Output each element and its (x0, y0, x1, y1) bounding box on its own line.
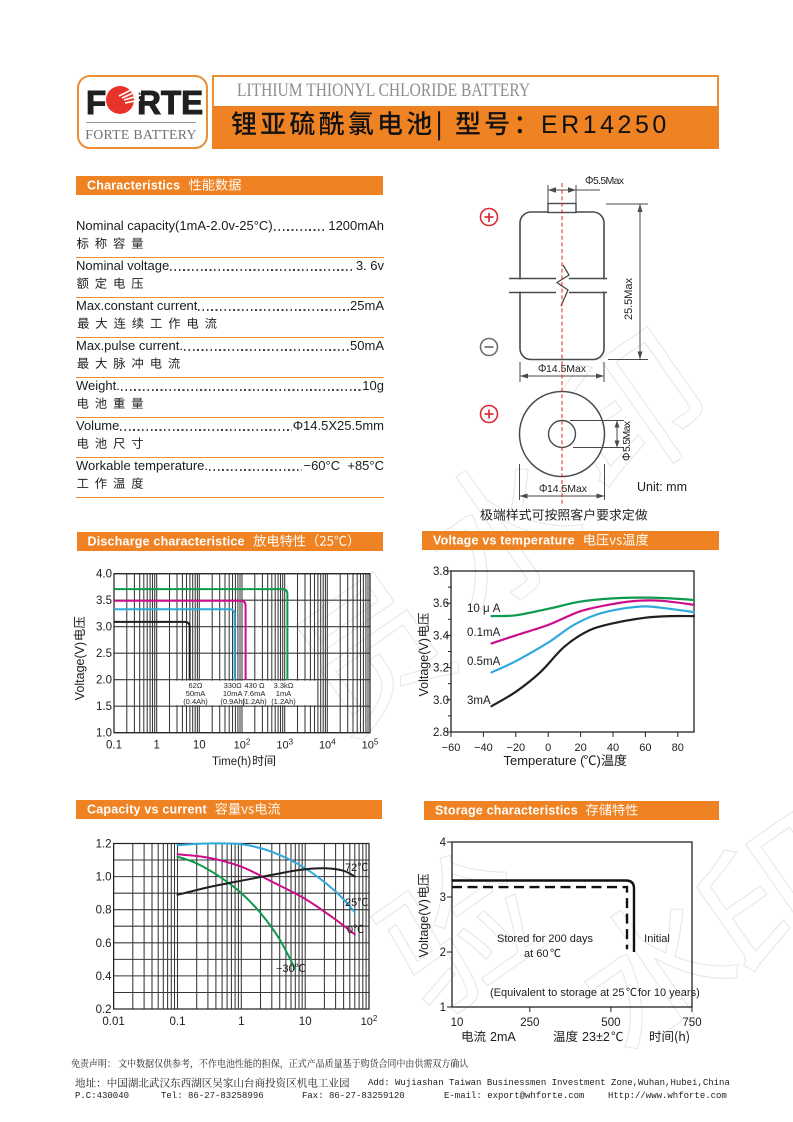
svg-text:40: 40 (607, 742, 619, 754)
svg-text:104: 104 (319, 738, 336, 752)
svg-text:at 60: at 60 (524, 948, 548, 960)
svg-text:10 μ A: 10 μ A (467, 603, 501, 615)
svg-text:−20: −20 (506, 742, 525, 754)
svg-text:2.0: 2.0 (96, 675, 112, 687)
svg-text:for 10 years): for 10 years) (638, 987, 700, 999)
svg-text:20: 20 (574, 742, 586, 754)
svg-text:14.5Max: 14.5Max (546, 363, 587, 375)
svg-text:10: 10 (299, 1016, 312, 1028)
svg-text:2.5: 2.5 (96, 648, 112, 660)
svg-text:3.0: 3.0 (96, 622, 112, 634)
svg-text:2.8: 2.8 (433, 727, 449, 739)
svg-text:7.6mA: 7.6mA (244, 689, 266, 698)
svg-text:): ) (597, 753, 601, 768)
svg-text:±2: ±2 (596, 1030, 610, 1044)
svg-text:1: 1 (238, 1016, 244, 1028)
svg-text:10: 10 (451, 1017, 464, 1029)
svg-text:3.3kΩ: 3.3kΩ (274, 681, 294, 690)
svg-text:0: 0 (347, 924, 353, 936)
svg-text:72: 72 (345, 862, 357, 874)
svg-text:3.8: 3.8 (433, 566, 449, 578)
svg-text:102: 102 (234, 738, 251, 752)
svg-text:430 Ω: 430 Ω (244, 681, 265, 690)
svg-text:(1.2Ah): (1.2Ah) (271, 697, 296, 706)
svg-text:0.1: 0.1 (106, 740, 122, 752)
svg-text:103: 103 (276, 738, 293, 752)
svg-text:0.1: 0.1 (170, 1016, 186, 1028)
svg-text:102: 102 (361, 1014, 378, 1028)
svg-text:3.5: 3.5 (96, 595, 112, 607)
svg-text:0.5mA: 0.5mA (467, 656, 501, 668)
svg-text:5.5Max: 5.5Max (593, 175, 625, 187)
svg-text:Voltage(V): Voltage(V) (417, 899, 431, 957)
svg-text:2mA: 2mA (490, 1030, 516, 1044)
svg-text:10mA: 10mA (223, 689, 243, 698)
svg-text:3.2: 3.2 (433, 663, 449, 675)
svg-text:62Ω: 62Ω (189, 681, 203, 690)
svg-text:Temperature (: Temperature ( (504, 753, 586, 768)
svg-text:750: 750 (682, 1017, 701, 1029)
svg-text:1.2: 1.2 (96, 839, 112, 851)
svg-text:1: 1 (153, 740, 159, 752)
svg-text:Voltage(V): Voltage(V) (73, 642, 87, 700)
svg-text:1.5: 1.5 (96, 701, 112, 713)
svg-text:330Ω: 330Ω (224, 681, 243, 690)
svg-text:Time(h): Time(h) (212, 756, 251, 768)
svg-text:0.2: 0.2 (96, 1004, 112, 1016)
svg-text:0.4: 0.4 (96, 971, 113, 983)
svg-text:3.4: 3.4 (433, 630, 450, 642)
svg-text:0.8: 0.8 (96, 905, 112, 917)
svg-text:3: 3 (440, 892, 446, 904)
svg-text:0.1mA: 0.1mA (467, 627, 501, 639)
svg-text:10: 10 (193, 740, 206, 752)
svg-text:3.6: 3.6 (433, 598, 449, 610)
svg-text:4: 4 (440, 837, 447, 849)
svg-text:0.01: 0.01 (102, 1016, 124, 1028)
svg-text:5.5Max: 5.5Max (621, 420, 633, 452)
svg-text:(Equivalent to storage at 25: (Equivalent to storage at 25 (490, 987, 625, 999)
svg-text:500: 500 (601, 1017, 620, 1029)
svg-text:Initial: Initial (644, 933, 670, 945)
svg-text:60: 60 (639, 742, 651, 754)
svg-text:23: 23 (582, 1030, 596, 1044)
svg-text:105: 105 (362, 738, 379, 752)
svg-text:50mA: 50mA (186, 689, 206, 698)
svg-text:25: 25 (345, 897, 357, 909)
svg-text:0: 0 (545, 742, 551, 754)
svg-text:(0.4Ah): (0.4Ah) (183, 697, 208, 706)
svg-text:1.0: 1.0 (96, 872, 112, 884)
svg-text:Unit: mm: Unit: mm (637, 480, 687, 494)
svg-text:(1.2Ah): (1.2Ah) (242, 697, 267, 706)
svg-text:14.5Max: 14.5Max (547, 483, 588, 495)
svg-text:0.6: 0.6 (96, 938, 112, 950)
svg-text:2: 2 (440, 947, 446, 959)
svg-text:(0.9Ah): (0.9Ah) (220, 697, 245, 706)
svg-text:Voltage(V): Voltage(V) (417, 638, 431, 696)
svg-text:Stored for 200 days: Stored for 200 days (497, 933, 594, 945)
svg-text:−30: −30 (276, 963, 295, 975)
svg-text:80: 80 (672, 742, 684, 754)
svg-text:1.0: 1.0 (96, 728, 112, 740)
svg-text:4.0: 4.0 (96, 569, 112, 581)
svg-text:1mA: 1mA (276, 689, 291, 698)
svg-text:250: 250 (520, 1017, 539, 1029)
svg-text:3mA: 3mA (467, 695, 491, 707)
svg-text:1: 1 (440, 1002, 446, 1014)
svg-text:−40: −40 (474, 742, 493, 754)
svg-text:25.5Max: 25.5Max (623, 278, 635, 321)
svg-text:3.0: 3.0 (433, 695, 449, 707)
svg-text:−60: −60 (442, 742, 461, 754)
